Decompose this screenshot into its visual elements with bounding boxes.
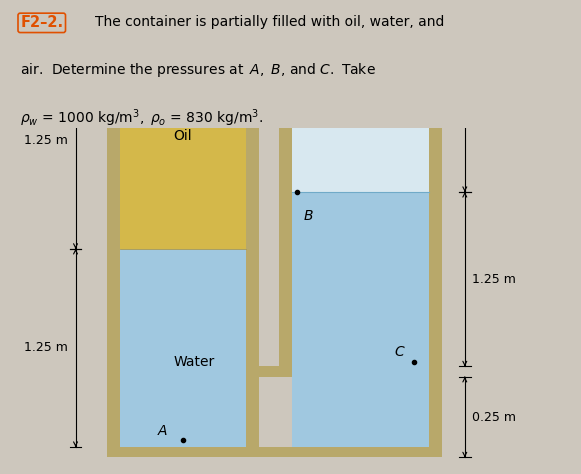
Bar xyxy=(120,249,246,447)
Text: 1.25 m: 1.25 m xyxy=(24,134,68,147)
Bar xyxy=(120,32,246,249)
Text: B: B xyxy=(303,209,313,223)
Text: C: C xyxy=(395,345,404,359)
Bar xyxy=(107,21,259,32)
Bar xyxy=(107,21,120,457)
Text: The container is partially filled with oil, water, and: The container is partially filled with o… xyxy=(95,15,444,29)
Text: A: A xyxy=(158,423,167,438)
Text: 1.25 m: 1.25 m xyxy=(472,273,517,286)
Bar xyxy=(429,366,442,457)
Text: Air: Air xyxy=(351,105,370,119)
Text: 0.25 m: 0.25 m xyxy=(472,410,517,424)
Bar xyxy=(279,21,442,32)
Text: 1 m: 1 m xyxy=(472,105,496,118)
Text: $\rho_w$ = 1000 kg/m$^3$, $\,\rho_o$ = 830 kg/m$^3$.: $\rho_w$ = 1000 kg/m$^3$, $\,\rho_o$ = 8… xyxy=(20,108,263,129)
Bar xyxy=(246,447,442,457)
Bar xyxy=(279,21,292,377)
Text: Oil: Oil xyxy=(174,128,192,143)
Text: 1.25 m: 1.25 m xyxy=(24,341,68,355)
Bar xyxy=(246,366,442,377)
Text: air.  Determine the pressures at  $A$,  $B$, and $C$.  Take: air. Determine the pressures at $A$, $B$… xyxy=(20,62,376,80)
Bar xyxy=(292,192,429,447)
Bar xyxy=(107,447,259,457)
Bar xyxy=(429,21,442,377)
Bar xyxy=(246,21,259,447)
Text: Water: Water xyxy=(174,355,215,369)
Text: F2–2.: F2–2. xyxy=(20,15,63,30)
Bar xyxy=(292,32,429,192)
Bar xyxy=(0,0,581,128)
